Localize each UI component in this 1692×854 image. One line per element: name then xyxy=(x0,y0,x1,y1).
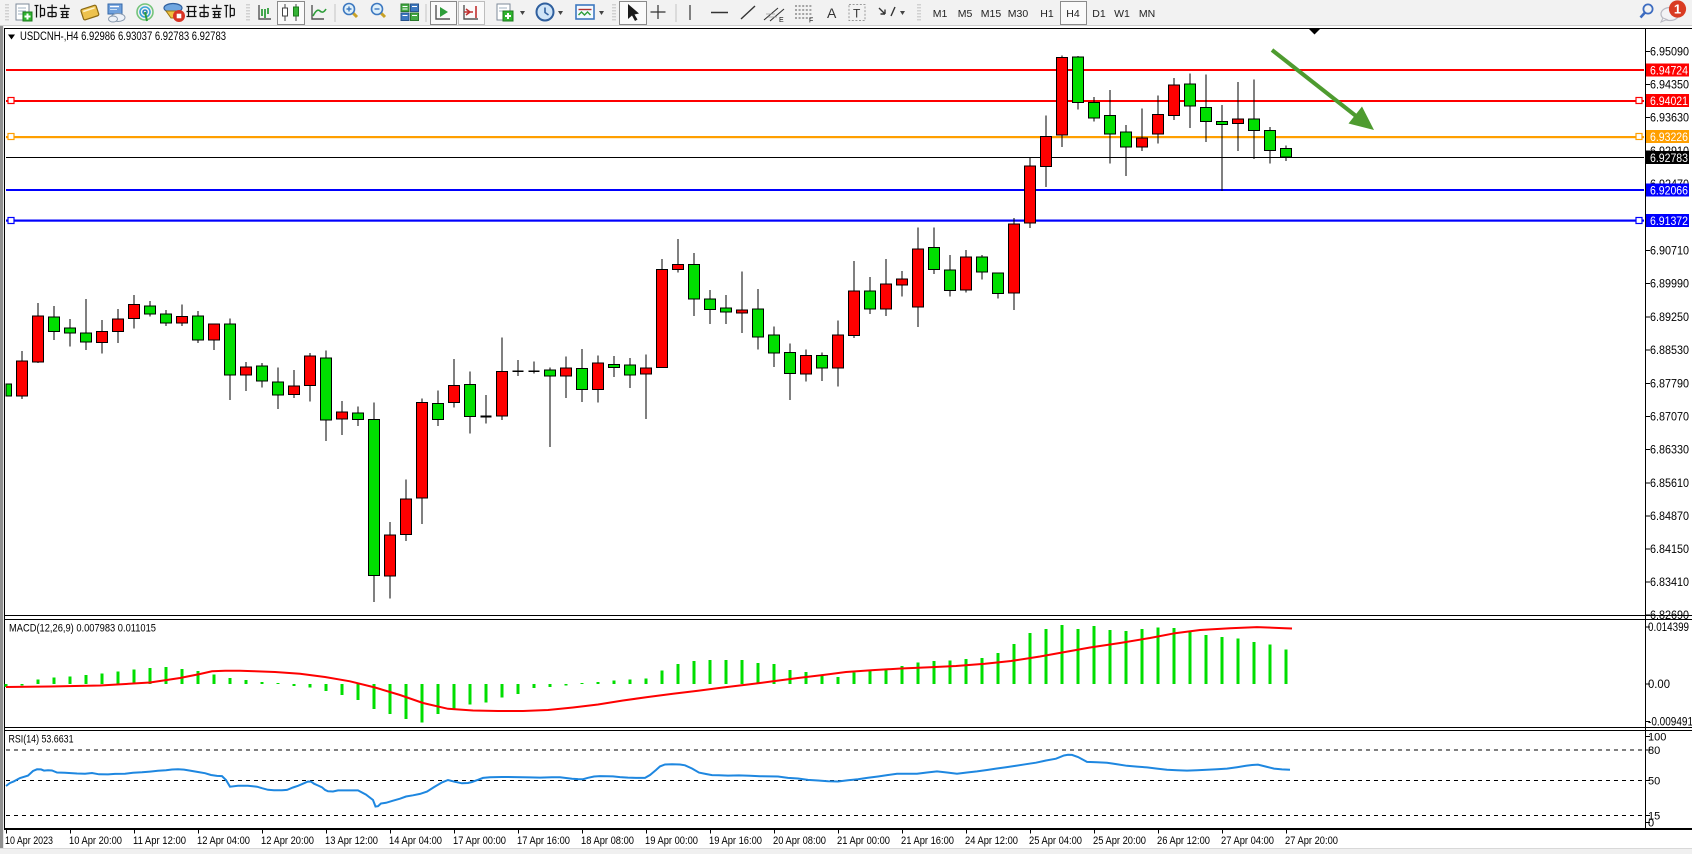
svg-text:6.92066: 6.92066 xyxy=(1650,186,1688,198)
svg-text:A: A xyxy=(827,5,837,21)
svg-text:F: F xyxy=(809,18,813,25)
svg-text:6.83410: 6.83410 xyxy=(1650,577,1689,589)
svg-text:19 Apr 16:00: 19 Apr 16:00 xyxy=(709,835,762,847)
svg-text:18 Apr 08:00: 18 Apr 08:00 xyxy=(581,835,634,847)
svg-text:6.87790: 6.87790 xyxy=(1650,379,1689,391)
svg-text:M15: M15 xyxy=(981,8,1002,20)
svg-text:MACD(12,26,9) 0.007983 0.01101: MACD(12,26,9) 0.007983 0.011015 xyxy=(9,623,156,635)
svg-text:19 Apr 00:00: 19 Apr 00:00 xyxy=(645,835,698,847)
svg-text:20 Apr 08:00: 20 Apr 08:00 xyxy=(773,835,826,847)
svg-text:0.00: 0.00 xyxy=(1648,679,1670,691)
svg-text:6.82690: 6.82690 xyxy=(1650,610,1689,622)
svg-text:T: T xyxy=(853,7,861,21)
svg-text:6.94350: 6.94350 xyxy=(1650,80,1689,92)
svg-text:6.91372: 6.91372 xyxy=(1650,216,1688,228)
svg-text:6.94724: 6.94724 xyxy=(1650,66,1689,78)
svg-text:D1: D1 xyxy=(1092,8,1106,20)
svg-text:6.93226: 6.93226 xyxy=(1650,132,1688,144)
svg-text:15: 15 xyxy=(1648,811,1660,823)
svg-text:6.93630: 6.93630 xyxy=(1650,113,1689,125)
svg-text:-0.009491: -0.009491 xyxy=(1648,717,1692,729)
svg-text:10 Apr 20:00: 10 Apr 20:00 xyxy=(69,835,122,847)
svg-text:80: 80 xyxy=(1648,745,1660,757)
svg-text:24 Apr 12:00: 24 Apr 12:00 xyxy=(965,835,1018,847)
svg-text:6.84870: 6.84870 xyxy=(1650,511,1689,523)
svg-text:MN: MN xyxy=(1139,8,1155,20)
svg-text:RSI(14) 53.6631: RSI(14) 53.6631 xyxy=(9,734,74,746)
svg-text:6.86330: 6.86330 xyxy=(1650,445,1689,457)
svg-text:26 Apr 12:00: 26 Apr 12:00 xyxy=(1157,835,1210,847)
svg-text:H4: H4 xyxy=(1066,8,1080,20)
svg-text:27 Apr 20:00: 27 Apr 20:00 xyxy=(1285,835,1338,847)
svg-text:12 Apr 20:00: 12 Apr 20:00 xyxy=(261,835,314,847)
svg-text:14 Apr 04:00: 14 Apr 04:00 xyxy=(389,835,442,847)
svg-text:6.90710: 6.90710 xyxy=(1650,246,1689,258)
svg-text:6.87070: 6.87070 xyxy=(1650,412,1689,424)
svg-text:27 Apr 04:00: 27 Apr 04:00 xyxy=(1221,835,1274,847)
svg-text:6.94021: 6.94021 xyxy=(1650,96,1688,108)
svg-text:6.89990: 6.89990 xyxy=(1650,279,1689,291)
svg-text:100: 100 xyxy=(1648,732,1666,744)
svg-text:25 Apr 04:00: 25 Apr 04:00 xyxy=(1029,835,1082,847)
svg-text:0.014399: 0.014399 xyxy=(1648,622,1689,634)
svg-text:25 Apr 20:00: 25 Apr 20:00 xyxy=(1093,835,1146,847)
svg-text:50: 50 xyxy=(1648,776,1660,788)
svg-text:USDCNH-,H4 6.92986 6.93037 6.: USDCNH-,H4 6.92986 6.93037 6.92783 6.927… xyxy=(20,31,226,43)
svg-text:6.84150: 6.84150 xyxy=(1650,544,1689,556)
svg-text:W1: W1 xyxy=(1114,8,1130,20)
svg-text:6.92783: 6.92783 xyxy=(1650,153,1688,165)
svg-text:1: 1 xyxy=(1674,2,1681,17)
svg-text:6.88530: 6.88530 xyxy=(1650,345,1689,357)
svg-text:M30: M30 xyxy=(1008,8,1029,20)
svg-text:M1: M1 xyxy=(933,8,948,20)
svg-text:6.89250: 6.89250 xyxy=(1650,312,1689,324)
svg-text:17 Apr 00:00: 17 Apr 00:00 xyxy=(453,835,506,847)
svg-text:0: 0 xyxy=(1648,818,1654,830)
svg-text:H1: H1 xyxy=(1040,8,1054,20)
svg-text:10 Apr 2023: 10 Apr 2023 xyxy=(5,835,53,847)
svg-text:17 Apr 16:00: 17 Apr 16:00 xyxy=(517,835,570,847)
svg-text:21 Apr 16:00: 21 Apr 16:00 xyxy=(901,835,954,847)
svg-text:E: E xyxy=(779,17,784,24)
svg-text:6.85610: 6.85610 xyxy=(1650,478,1689,490)
svg-text:12 Apr 04:00: 12 Apr 04:00 xyxy=(197,835,250,847)
svg-text:21 Apr 00:00: 21 Apr 00:00 xyxy=(837,835,890,847)
svg-text:11 Apr 12:00: 11 Apr 12:00 xyxy=(133,835,186,847)
svg-text:13 Apr 12:00: 13 Apr 12:00 xyxy=(325,835,378,847)
svg-text:6.95090: 6.95090 xyxy=(1650,47,1689,59)
svg-text:M5: M5 xyxy=(958,8,973,20)
